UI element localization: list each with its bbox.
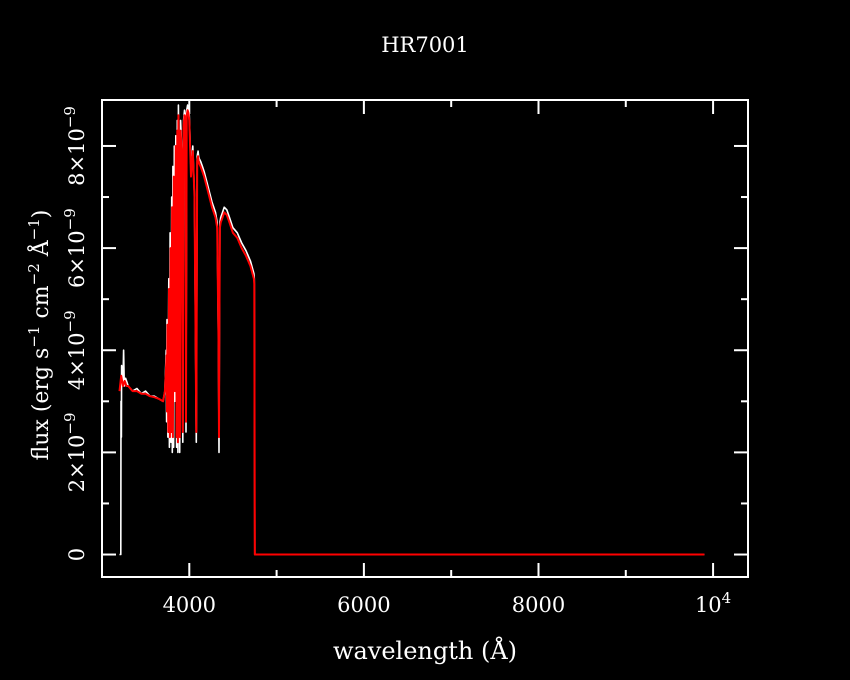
y-axis-label-close: )	[29, 210, 54, 219]
plot-frame	[101, 99, 749, 578]
y-tick-label: 2×10−9	[61, 412, 89, 492]
series-line-2	[118, 109, 705, 556]
x-axis-label: wavelength (Å)	[333, 636, 517, 665]
y-tick-label: 6×10−9	[61, 208, 89, 288]
y-tick-label: 4×10−9	[61, 310, 89, 390]
series-group	[118, 104, 705, 556]
y-axis-label-ang: Å	[26, 239, 54, 263]
y-axis-label-flux: flux (erg s	[29, 348, 54, 461]
y-axis-label-exp2: −2	[25, 263, 43, 285]
x-tick-label: 8000	[512, 593, 565, 617]
y-tick-label: 8×10−9	[61, 106, 89, 186]
y-axis-label-cm: cm	[29, 285, 54, 325]
x-tick-label: 104	[695, 589, 731, 617]
y-axis-label: flux (erg s−1 cm−2 Å−1)	[25, 210, 54, 461]
plot-frame-border	[101, 99, 749, 578]
y-tick-labels: 0 2×10−9 4×10−9 6×10−9 8×10−9	[61, 106, 89, 561]
y-axis-label-exp1: −1	[25, 326, 43, 348]
y-axis-label-exp3: −1	[25, 218, 43, 240]
chart-title: HR7001	[381, 33, 469, 57]
x-tick-label: 6000	[337, 593, 390, 617]
axis-ticks	[101, 100, 748, 577]
y-tick-label: 0	[65, 548, 89, 561]
x-tick-labels: 4000 6000 8000 104	[163, 589, 732, 617]
x-tick-label: 4000	[163, 593, 216, 617]
